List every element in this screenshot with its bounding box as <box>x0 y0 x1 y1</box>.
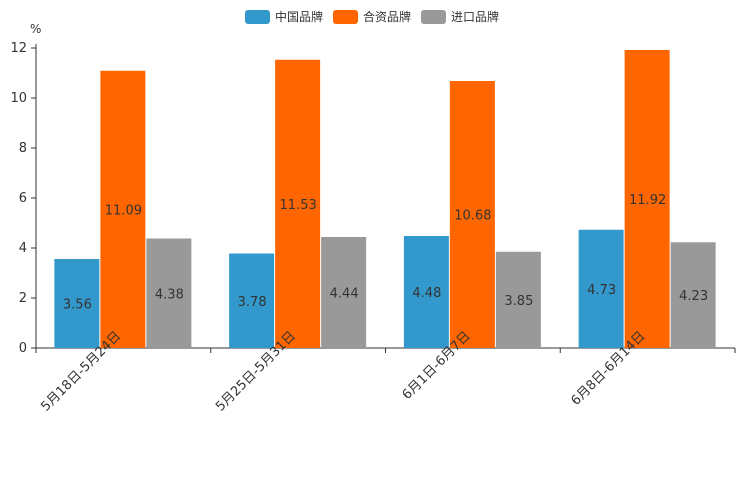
bar <box>54 259 100 348</box>
y-tick-label: 4 <box>19 241 27 256</box>
data-label: 11.53 <box>280 198 317 213</box>
y-tick-label: 10 <box>10 91 27 106</box>
bar <box>146 238 192 348</box>
y-axis-unit: % <box>30 22 42 36</box>
legend-swatch-china <box>244 9 270 24</box>
data-label: 4.38 <box>155 287 184 302</box>
data-label: 4.73 <box>587 283 616 298</box>
bar <box>449 81 495 348</box>
bar <box>624 50 670 348</box>
bar <box>578 229 624 348</box>
legend-item-import[interactable]: 进口品牌 <box>421 8 499 25</box>
bar <box>321 237 367 348</box>
y-tick-label: 0 <box>19 341 27 356</box>
data-label: 3.78 <box>238 295 267 310</box>
bar <box>495 251 541 348</box>
data-label: 11.09 <box>105 203 142 218</box>
y-tick-label: 12 <box>10 41 27 56</box>
legend-label-china: 中国品牌 <box>274 10 323 24</box>
bar <box>670 242 716 348</box>
bar <box>100 70 146 348</box>
data-label: 3.56 <box>63 298 92 313</box>
y-tick-label: 6 <box>19 191 27 206</box>
data-label: 3.85 <box>504 294 533 309</box>
legend: 中国品牌 合资品牌 进口品牌 <box>0 8 744 25</box>
y-tick-label: 2 <box>19 291 27 306</box>
bar <box>229 253 275 348</box>
data-label: 11.92 <box>629 193 666 208</box>
legend-swatch-import <box>421 9 446 24</box>
legend-item-china[interactable]: 中国品牌 <box>244 8 323 25</box>
legend-item-jv[interactable]: 合资品牌 <box>332 8 411 25</box>
legend-label-jv: 合资品牌 <box>362 10 411 24</box>
bar <box>275 59 321 348</box>
legend-label-import: 进口品牌 <box>451 10 500 24</box>
data-label: 4.48 <box>412 286 441 301</box>
data-label: 4.23 <box>679 289 708 304</box>
y-tick-label: 8 <box>19 141 27 156</box>
data-label: 10.68 <box>454 209 491 224</box>
bar <box>403 236 449 348</box>
data-label: 4.44 <box>330 287 359 302</box>
legend-swatch-jv <box>332 9 358 24</box>
